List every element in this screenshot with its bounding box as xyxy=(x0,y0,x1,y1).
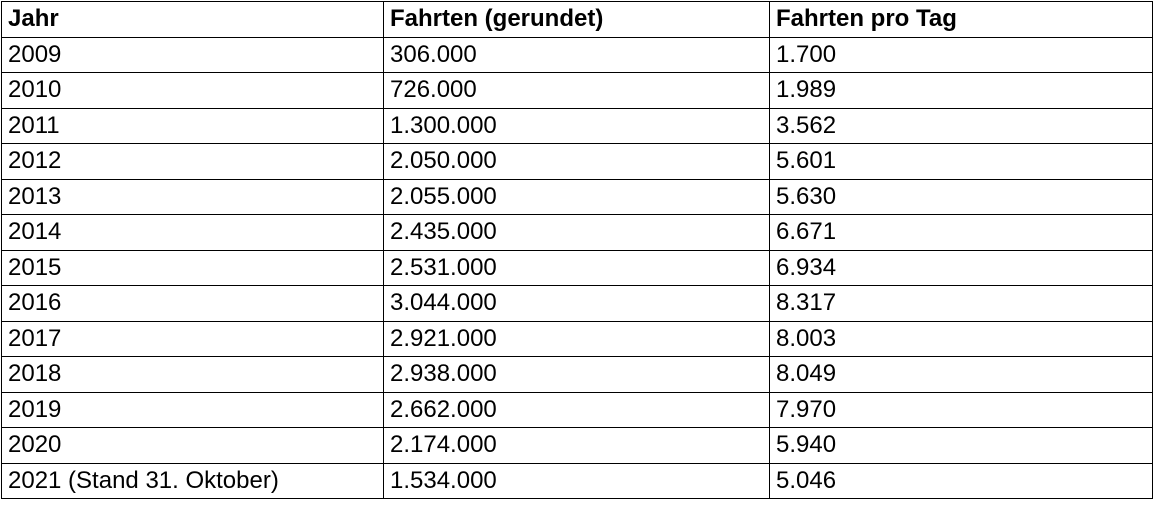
cell-trips-per-day: 7.970 xyxy=(769,391,1153,428)
cell-year: 2015 xyxy=(1,249,384,286)
cell-trips-rounded: 726.000 xyxy=(383,72,770,109)
cell-trips-per-day: 5.046 xyxy=(769,462,1153,499)
cell-trips-per-day: 5.601 xyxy=(769,143,1153,180)
table-row: 2018 2.938.000 8.049 xyxy=(1,356,1153,393)
trips-table: Jahr Fahrten (gerundet) Fahrten pro Tag … xyxy=(1,1,1153,499)
cell-trips-per-day: 6.671 xyxy=(769,214,1153,251)
table-row: 2009 306.000 1.700 xyxy=(1,36,1153,73)
cell-trips-rounded: 2.531.000 xyxy=(383,249,770,286)
table-row: 2019 2.662.000 7.970 xyxy=(1,391,1153,428)
cell-year: 2017 xyxy=(1,320,384,357)
cell-trips-rounded: 2.921.000 xyxy=(383,320,770,357)
cell-trips-per-day: 1.700 xyxy=(769,36,1153,73)
cell-trips-rounded: 2.662.000 xyxy=(383,391,770,428)
table-row: 2013 2.055.000 5.630 xyxy=(1,178,1153,215)
cell-trips-per-day: 8.317 xyxy=(769,285,1153,322)
cell-trips-per-day: 1.989 xyxy=(769,72,1153,109)
table-row: 2012 2.050.000 5.601 xyxy=(1,143,1153,180)
cell-year: 2014 xyxy=(1,214,384,251)
cell-trips-rounded: 2.050.000 xyxy=(383,143,770,180)
cell-trips-rounded: 1.534.000 xyxy=(383,462,770,499)
table-body: 2009 306.000 1.700 2010 726.000 1.989 20… xyxy=(1,36,1153,499)
table-row: 2017 2.921.000 8.003 xyxy=(1,320,1153,357)
cell-trips-rounded: 2.435.000 xyxy=(383,214,770,251)
table-row: 2014 2.435.000 6.671 xyxy=(1,214,1153,251)
cell-year: 2010 xyxy=(1,72,384,109)
cell-trips-rounded: 306.000 xyxy=(383,36,770,73)
cell-year: 2012 xyxy=(1,143,384,180)
cell-trips-rounded: 3.044.000 xyxy=(383,285,770,322)
cell-year: 2013 xyxy=(1,178,384,215)
cell-year: 2019 xyxy=(1,391,384,428)
cell-trips-per-day: 6.934 xyxy=(769,249,1153,286)
cell-trips-rounded: 2.174.000 xyxy=(383,427,770,464)
cell-trips-rounded: 1.300.000 xyxy=(383,107,770,144)
table-row: 2021 (Stand 31. Oktober) 1.534.000 5.046 xyxy=(1,462,1153,499)
cell-year: 2021 (Stand 31. Oktober) xyxy=(1,462,384,499)
cell-trips-rounded: 2.055.000 xyxy=(383,178,770,215)
table-row: 2020 2.174.000 5.940 xyxy=(1,427,1153,464)
header-year: Jahr xyxy=(1,1,384,38)
cell-year: 2009 xyxy=(1,36,384,73)
header-trips-per-day: Fahrten pro Tag xyxy=(769,1,1153,38)
cell-year: 2016 xyxy=(1,285,384,322)
cell-trips-per-day: 5.940 xyxy=(769,427,1153,464)
cell-trips-rounded: 2.938.000 xyxy=(383,356,770,393)
table-row: 2011 1.300.000 3.562 xyxy=(1,107,1153,144)
header-trips-rounded: Fahrten (gerundet) xyxy=(383,1,770,38)
cell-year: 2020 xyxy=(1,427,384,464)
table-header: Jahr Fahrten (gerundet) Fahrten pro Tag xyxy=(1,1,1153,38)
cell-trips-per-day: 8.049 xyxy=(769,356,1153,393)
table-row: 2010 726.000 1.989 xyxy=(1,72,1153,109)
table-row: 2016 3.044.000 8.317 xyxy=(1,285,1153,322)
cell-trips-per-day: 3.562 xyxy=(769,107,1153,144)
cell-year: 2011 xyxy=(1,107,384,144)
header-row: Jahr Fahrten (gerundet) Fahrten pro Tag xyxy=(1,1,1153,38)
cell-trips-per-day: 8.003 xyxy=(769,320,1153,357)
cell-year: 2018 xyxy=(1,356,384,393)
cell-trips-per-day: 5.630 xyxy=(769,178,1153,215)
table-row: 2015 2.531.000 6.934 xyxy=(1,249,1153,286)
